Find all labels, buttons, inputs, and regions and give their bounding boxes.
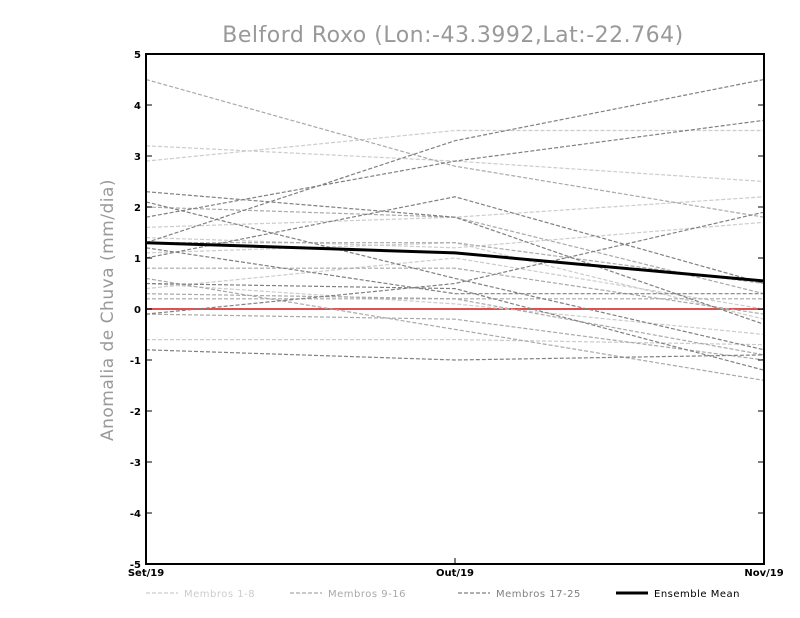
y-tick-label: 3 bbox=[134, 152, 141, 163]
x-tick-label: Out/19 bbox=[436, 568, 474, 579]
y-tick-label: -3 bbox=[130, 458, 141, 469]
member-line-10 bbox=[145, 206, 765, 295]
x-tick-label: Nov/19 bbox=[744, 568, 783, 579]
y-tick-label: -4 bbox=[130, 509, 141, 520]
x-tick-label: Set/19 bbox=[128, 568, 164, 579]
member-line-2 bbox=[145, 129, 764, 162]
legend-label: Membros 1-8 bbox=[184, 589, 255, 600]
legend-label: Ensemble Mean bbox=[654, 589, 740, 600]
member-line-24 bbox=[145, 349, 765, 361]
member-line-21 bbox=[145, 247, 764, 295]
y-tick-label: 4 bbox=[134, 101, 141, 112]
ensemble-mean-line bbox=[145, 241, 765, 283]
chart-title: Belford Roxo (Lon:-43.3992,Lat:-22.764) bbox=[222, 23, 683, 48]
member-line-23 bbox=[145, 211, 765, 315]
y-tick-label: -2 bbox=[130, 407, 141, 418]
y-tick-label: -1 bbox=[130, 356, 141, 367]
member-line-8 bbox=[145, 257, 765, 310]
member-line-7 bbox=[146, 339, 765, 346]
y-axis-label: Anomalia de Chuva (mm/dia) bbox=[98, 179, 118, 441]
member-line-22 bbox=[145, 282, 765, 371]
y-tick-label: 0 bbox=[134, 305, 141, 316]
member-line-16 bbox=[145, 313, 765, 361]
member-line-18 bbox=[145, 201, 765, 351]
y-tick-label: -5 bbox=[130, 560, 141, 571]
legend: Membros 1-8 Membros 9-16 Membros 17-25 Ense… bbox=[146, 589, 740, 600]
member-line-9 bbox=[145, 78, 765, 218]
member-line-17 bbox=[145, 191, 765, 325]
y-tick-label: 1 bbox=[134, 254, 141, 265]
member-line-11 bbox=[146, 242, 765, 285]
member-line-20 bbox=[145, 78, 765, 244]
member-line-19 bbox=[145, 119, 765, 218]
member-line-4 bbox=[145, 221, 765, 249]
member-line-6 bbox=[145, 282, 765, 336]
member-line-25 bbox=[145, 196, 765, 285]
member-line-12 bbox=[146, 267, 765, 315]
legend-label: Membros 17-25 bbox=[496, 589, 581, 600]
member-line-14 bbox=[145, 293, 765, 356]
y-tick-label: 5 bbox=[134, 50, 141, 61]
y-tick-label: 2 bbox=[134, 203, 141, 214]
member-line-1 bbox=[145, 145, 765, 183]
series-layer bbox=[145, 78, 765, 381]
axis-layer: -5 -4 -3 -2 -1 0 1 2 3 4 5 Set/19 Out/19 Nov/19 bbox=[128, 50, 784, 579]
legend-label: Membros 9-16 bbox=[328, 589, 406, 600]
